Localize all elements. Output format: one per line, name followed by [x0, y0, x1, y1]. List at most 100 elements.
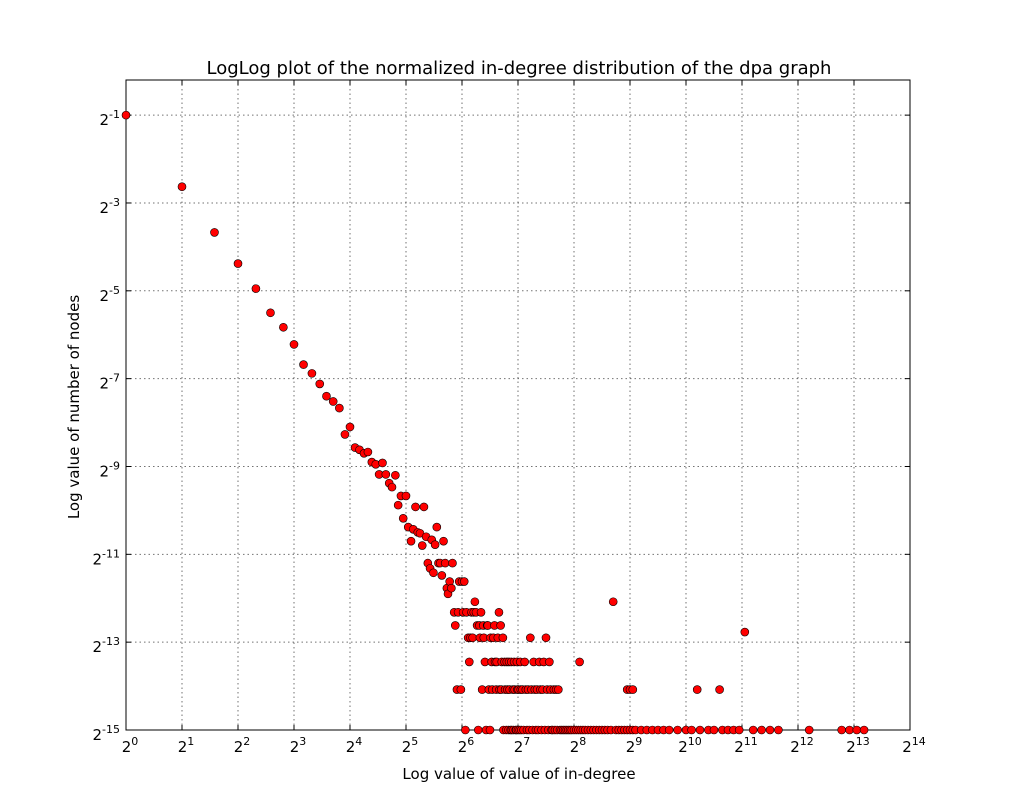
data-point: [266, 308, 275, 318]
x-tick-label: 212: [790, 735, 814, 756]
data-point: [299, 360, 308, 369]
data-point: [456, 685, 466, 694]
x-tick-label: 23: [290, 735, 307, 756]
data-point: [498, 633, 508, 643]
y-tick-label: 2-13: [92, 635, 120, 656]
data-point: [476, 607, 486, 617]
data-point: [381, 470, 391, 479]
data-point: [496, 621, 505, 630]
data-point: [673, 725, 682, 735]
data-point: [335, 403, 344, 413]
data-point: [464, 657, 474, 667]
data-point: [401, 491, 411, 501]
data-point: [852, 725, 862, 735]
data-point: [322, 391, 331, 401]
x-tick-label: 214: [902, 735, 926, 756]
data-point: [121, 110, 131, 120]
y-tick-label: 2-11: [92, 547, 120, 568]
data-point: [757, 725, 766, 735]
data-point: [554, 685, 563, 694]
data-point: [439, 536, 448, 546]
data-point: [575, 657, 584, 667]
x-tick-label: 20: [122, 735, 139, 756]
points-layer: [121, 110, 869, 735]
data-point: [608, 597, 618, 607]
x-tick-label: 22: [234, 735, 251, 756]
y-tick-label: 2-7: [99, 372, 120, 393]
data-point: [734, 725, 744, 735]
data-point: [468, 633, 477, 643]
data-point: [804, 725, 814, 735]
x-tick-label: 26: [458, 735, 475, 756]
data-point: [774, 725, 783, 735]
y-axis-label: Log value of number of nodes: [65, 295, 83, 519]
data-point: [430, 540, 440, 549]
data-point: [363, 447, 373, 457]
data-point: [470, 597, 480, 607]
x-tick-label: 210: [678, 735, 702, 756]
data-point: [233, 259, 243, 268]
data-point: [279, 322, 288, 332]
data-point: [315, 379, 325, 389]
data-point: [526, 633, 535, 643]
y-tick-label: 2-3: [99, 196, 120, 217]
x-tick-label: 21: [178, 735, 195, 756]
data-point: [692, 685, 702, 694]
data-point: [447, 583, 456, 593]
data-point: [837, 725, 846, 735]
data-point: [340, 430, 350, 439]
x-axis-label: Log value of value of in-degree: [402, 765, 635, 783]
data-point: [628, 685, 638, 694]
y-tick-label: 2-9: [99, 459, 120, 480]
data-point: [437, 571, 447, 580]
data-point: [520, 657, 530, 667]
x-tick-label: 27: [514, 735, 531, 756]
x-tick-label: 25: [402, 735, 419, 756]
data-point: [378, 458, 387, 468]
data-point: [429, 568, 438, 578]
data-point: [411, 502, 420, 512]
data-point: [398, 514, 408, 523]
data-point: [845, 725, 854, 735]
data-point: [251, 284, 261, 293]
data-point: [545, 657, 554, 667]
x-tick-label: 29: [626, 735, 643, 756]
data-point: [461, 725, 470, 735]
y-tick-label: 2-15: [92, 723, 120, 744]
x-tick-label: 28: [570, 735, 587, 756]
data-point: [177, 182, 187, 192]
chart-title: LogLog plot of the normalized in-degree …: [207, 58, 832, 79]
data-point: [345, 422, 355, 432]
data-point: [473, 725, 483, 735]
data-point: [417, 541, 427, 550]
data-point: [387, 482, 397, 492]
data-point: [328, 397, 338, 406]
data-point: [393, 500, 403, 510]
x-tick-label: 211: [734, 735, 758, 756]
y-tick-label: 2-5: [99, 284, 120, 305]
x-tick-label: 213: [846, 735, 870, 756]
data-point: [541, 633, 551, 643]
data-point: [687, 725, 696, 735]
data-point: [664, 725, 674, 735]
data-point: [485, 725, 495, 735]
data-point: [765, 725, 775, 735]
data-point: [391, 470, 400, 480]
data-point: [432, 522, 442, 532]
data-point: [419, 502, 429, 512]
data-point: [210, 228, 219, 237]
data-point: [709, 725, 719, 735]
data-point: [289, 340, 299, 349]
data-point: [307, 369, 317, 378]
data-point: [740, 627, 750, 637]
data-point: [406, 536, 416, 546]
data-point: [459, 577, 469, 586]
data-point: [859, 725, 869, 735]
x-tick-label: 24: [346, 735, 363, 756]
y-tick-label: 2-1: [99, 108, 120, 129]
data-point: [715, 685, 724, 694]
data-point: [494, 607, 504, 617]
data-point: [440, 558, 450, 568]
